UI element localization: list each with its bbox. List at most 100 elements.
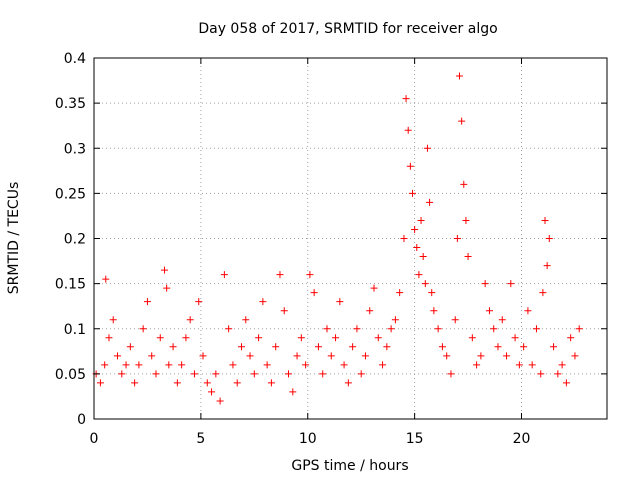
- data-point-marker: [139, 325, 147, 333]
- data-point-marker: [216, 397, 224, 405]
- data-point-marker: [259, 298, 267, 306]
- data-point-marker: [532, 325, 540, 333]
- y-tick-label: 0.4: [64, 51, 86, 67]
- data-point-marker: [293, 352, 301, 360]
- data-point-marker: [541, 216, 549, 224]
- data-point-marker: [169, 343, 177, 351]
- data-point-marker: [485, 307, 493, 315]
- data-point-marker: [408, 189, 416, 197]
- data-point-marker: [379, 361, 387, 369]
- x-axis-label: GPS time / hours: [291, 458, 408, 474]
- data-point-marker: [462, 216, 470, 224]
- data-point-marker: [135, 361, 143, 369]
- data-point-marker: [402, 95, 410, 103]
- data-point-marker: [229, 361, 237, 369]
- y-tick-label: 0.2: [64, 232, 86, 248]
- data-point-marker: [178, 361, 186, 369]
- data-point-marker: [122, 361, 130, 369]
- x-axis: 0 5 10 15 20: [90, 58, 530, 447]
- data-point-marker: [391, 316, 399, 324]
- data-point-marker: [250, 370, 258, 378]
- y-axis-label: SRMTID / TECUs: [6, 182, 22, 295]
- data-point-marker: [481, 280, 489, 288]
- chart-title: Day 058 of 2017, SRMTID for receiver alg…: [198, 21, 497, 37]
- data-point-marker: [374, 334, 382, 342]
- y-tick-label: 0.25: [55, 186, 86, 202]
- data-point-marker: [400, 235, 408, 242]
- data-point-marker: [156, 334, 164, 342]
- data-point-marker: [426, 198, 434, 206]
- y-tick-label: 0: [77, 412, 86, 428]
- x-tick-label: 15: [406, 431, 424, 447]
- data-point-marker: [558, 361, 566, 369]
- data-point-marker: [490, 325, 498, 333]
- data-point-marker: [101, 361, 109, 369]
- data-point-marker: [430, 307, 438, 315]
- data-point-marker: [280, 307, 288, 315]
- data-point-marker: [520, 343, 528, 351]
- data-point-marker: [276, 271, 284, 279]
- data-point-marker: [353, 325, 361, 333]
- data-point-marker: [419, 253, 427, 261]
- x-tick-label: 5: [196, 431, 205, 447]
- data-point-marker: [415, 271, 423, 279]
- data-point-marker: [550, 343, 558, 351]
- data-point-marker: [428, 289, 436, 297]
- data-point-marker: [289, 388, 297, 396]
- data-point-marker: [404, 126, 412, 134]
- data-point-marker: [571, 352, 579, 360]
- data-point-marker: [182, 334, 190, 342]
- data-point-marker: [458, 117, 466, 125]
- data-point-marker: [383, 343, 391, 351]
- data-point-marker: [434, 325, 442, 333]
- data-point-marker: [267, 379, 275, 387]
- y-axis: 0 0.05 0.1 0.15 0.2 0.25 0.3 0.35 0.4: [55, 51, 607, 428]
- data-point-marker: [203, 379, 211, 387]
- data-point-marker: [208, 388, 216, 396]
- data-point-marker: [233, 379, 241, 387]
- data-point-marker: [114, 352, 122, 360]
- data-point-marker: [323, 325, 331, 333]
- data-point-marker: [575, 325, 583, 333]
- data-point-marker: [494, 343, 502, 351]
- data-point-marker: [302, 361, 310, 369]
- data-point-marker: [161, 266, 169, 274]
- data-point-marker: [451, 316, 459, 324]
- data-point-marker: [545, 235, 553, 242]
- data-point-marker: [344, 379, 352, 387]
- data-point-marker: [537, 370, 545, 378]
- data-point-marker: [148, 352, 156, 360]
- y-tick-label: 0.35: [55, 96, 86, 112]
- data-point-marker: [332, 334, 340, 342]
- data-point-marker: [554, 370, 562, 378]
- data-point-marker: [406, 162, 414, 170]
- data-point-marker: [447, 370, 455, 378]
- data-point-marker: [396, 289, 404, 297]
- data-point-marker: [539, 289, 547, 297]
- data-point-marker: [310, 289, 318, 297]
- data-point-marker: [349, 343, 357, 351]
- data-point-marker: [190, 370, 198, 378]
- data-point-marker: [143, 298, 151, 306]
- data-point-marker: [543, 262, 551, 270]
- data-points: [92, 72, 583, 405]
- data-point-marker: [464, 253, 472, 261]
- data-point-marker: [165, 361, 173, 369]
- data-point-marker: [515, 361, 523, 369]
- data-point-marker: [357, 370, 365, 378]
- data-point-marker: [319, 370, 327, 378]
- data-point-marker: [411, 225, 419, 233]
- data-point-marker: [468, 334, 476, 342]
- data-point-marker: [443, 352, 451, 360]
- data-point-marker: [327, 352, 335, 360]
- data-point-marker: [152, 370, 160, 378]
- data-point-marker: [306, 271, 314, 279]
- data-point-marker: [524, 307, 532, 315]
- data-point-marker: [225, 325, 233, 333]
- data-point-marker: [105, 334, 113, 342]
- data-point-marker: [336, 298, 344, 306]
- data-point-marker: [453, 235, 461, 242]
- data-point-marker: [370, 284, 378, 292]
- data-point-marker: [567, 334, 575, 342]
- data-point-marker: [528, 361, 536, 369]
